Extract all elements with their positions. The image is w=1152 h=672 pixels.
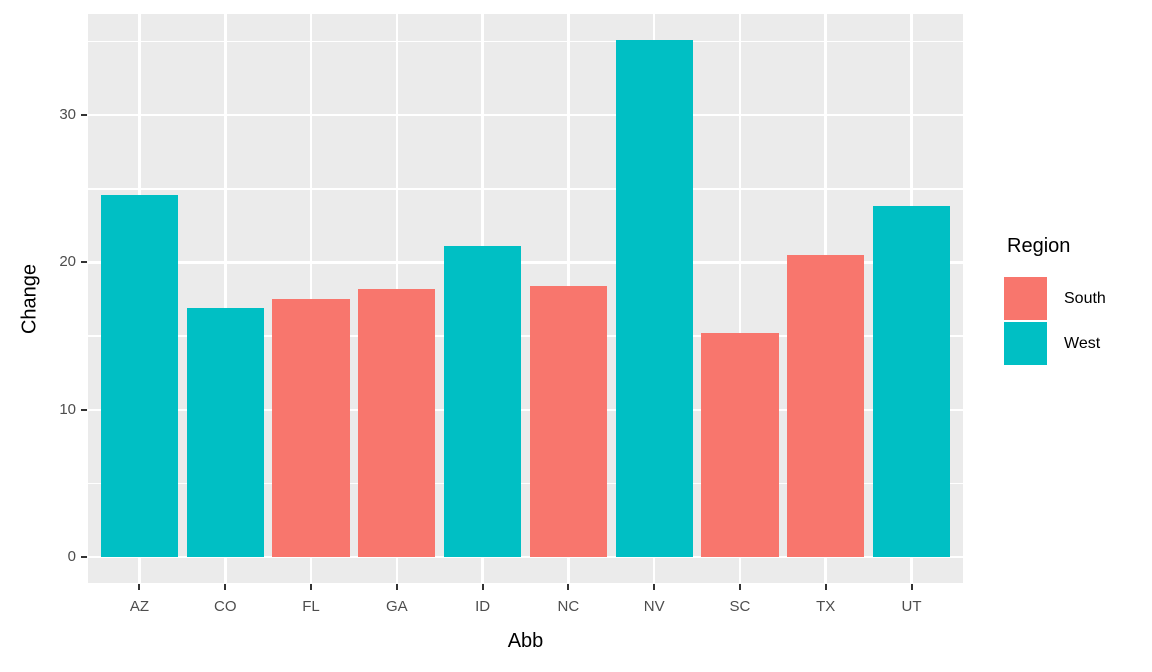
legend-title: Region <box>1007 235 1071 257</box>
x-tick-label: NC <box>557 598 580 615</box>
x-tick-mark <box>481 584 484 590</box>
x-tick-mark <box>738 584 741 590</box>
major-gridline <box>88 261 963 264</box>
x-tick-label: ID <box>475 598 491 615</box>
legend-label: South <box>1064 289 1106 307</box>
y-tick-mark <box>81 261 87 264</box>
vertical-gridline <box>309 14 313 583</box>
minor-gridline <box>88 335 963 337</box>
x-tick-label: FL <box>302 598 320 615</box>
x-tick-label: NV <box>643 598 665 615</box>
x-tick-mark <box>824 584 827 590</box>
bar-AZ <box>100 194 179 558</box>
vertical-gridline <box>224 14 227 583</box>
vertical-gridline <box>738 14 742 583</box>
y-tick-label: 30 <box>59 106 76 124</box>
x-tick-mark <box>310 584 313 590</box>
bar-CO <box>186 308 264 558</box>
y-tick-mark <box>81 408 87 411</box>
y-tick-mark <box>81 556 87 559</box>
x-tick-mark <box>567 584 570 590</box>
minor-gridline <box>88 188 963 190</box>
minor-gridline <box>88 482 963 485</box>
bar-SC <box>701 333 779 558</box>
x-tick-mark <box>138 584 141 590</box>
legend-label: West <box>1064 334 1101 352</box>
bar-GA <box>358 288 436 558</box>
bar-ID <box>444 246 522 558</box>
x-tick-label: UT <box>901 598 922 615</box>
x-tick-label: CO <box>214 598 237 615</box>
y-tick-label: 10 <box>59 400 76 418</box>
x-tick-mark <box>395 584 398 590</box>
legend-swatch-south <box>1004 277 1047 320</box>
minor-gridline <box>88 40 963 43</box>
major-gridline <box>88 408 963 412</box>
plot-panel <box>88 14 963 583</box>
bar-TX <box>787 255 865 558</box>
bar-FL <box>272 299 350 558</box>
x-tick-label: SC <box>729 598 751 615</box>
x-tick-label: AZ <box>129 598 150 615</box>
major-gridline <box>88 555 963 559</box>
x-tick-label: TX <box>816 598 836 615</box>
legend-swatch-west <box>1004 322 1047 365</box>
bar-NC <box>529 286 607 558</box>
x-tick-mark <box>910 584 913 590</box>
major-gridline <box>88 113 963 117</box>
y-tick-label: 0 <box>67 548 76 566</box>
legend-entry-south: South <box>1004 277 1106 320</box>
bar-NV <box>615 39 693 558</box>
legend-entry-west: West <box>1004 322 1100 365</box>
y-tick-label: 20 <box>59 253 76 271</box>
x-axis-title: Abb <box>507 630 544 652</box>
x-tick-mark <box>653 584 656 590</box>
x-tick-label: GA <box>385 598 408 615</box>
bar-UT <box>872 206 951 558</box>
y-tick-mark <box>81 114 87 117</box>
x-tick-mark <box>224 584 227 590</box>
y-axis-title: Change <box>18 263 41 334</box>
